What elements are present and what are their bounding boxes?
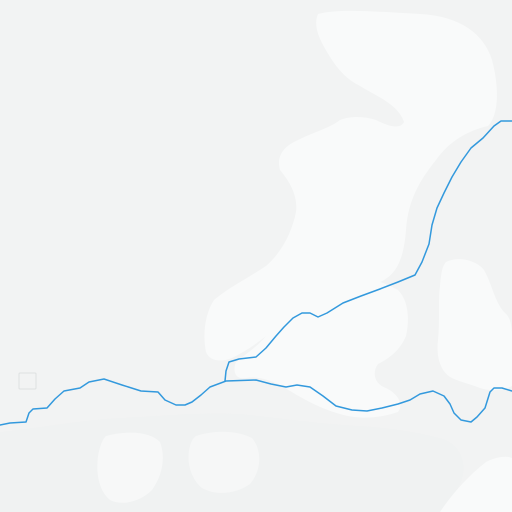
terrain-basin-central: [234, 276, 408, 418]
river-main: [0, 378, 512, 426]
terrain-highland-north: [204, 10, 497, 361]
terrain-highland-east: [437, 259, 512, 391]
terrain-field-mid: [188, 431, 260, 493]
map-marker-square[interactable]: [18, 372, 37, 390]
terrain-ridge-southeast: [440, 456, 512, 512]
terrain-field-west: [97, 432, 163, 503]
river-layer: [0, 120, 512, 426]
terrain-layer: [0, 10, 512, 512]
river-tributary: [224, 120, 512, 382]
